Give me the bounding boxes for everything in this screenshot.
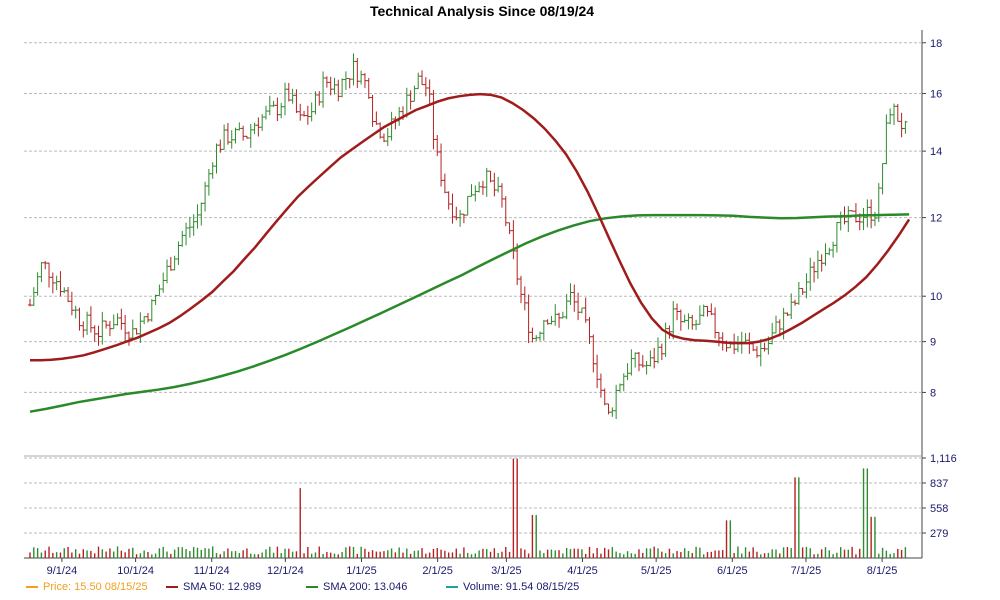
x-tick-label: 1/1/25 [346, 565, 377, 577]
x-tick-label: 10/1/24 [117, 565, 154, 577]
volume-tick-label: 1,116 [930, 453, 957, 465]
price-bars [28, 53, 908, 420]
legend-sma50: SMA 50: 12.989 [166, 581, 261, 593]
legend-sma50-swatch [166, 586, 178, 589]
volume-bars [29, 458, 907, 558]
legend-price-label: Price: 15.50 08/15/25 [43, 581, 148, 593]
legend-sma50-label: SMA 50: 12.989 [183, 581, 262, 593]
x-tick-label: 4/1/25 [567, 565, 598, 577]
x-tick-label: 12/1/24 [267, 565, 304, 577]
legend-sma200-label: SMA 200: 13.046 [323, 581, 408, 593]
x-tick-label: 7/1/25 [791, 565, 822, 577]
price-tick-label: 18 [930, 38, 942, 50]
legend-price-swatch [26, 586, 38, 589]
volume-tick-label: 837 [930, 478, 948, 490]
chart-title: Technical Analysis Since 08/19/24 [370, 3, 594, 19]
legend: Price: 15.50 08/15/25 SMA 50: 12.989 SMA… [0, 579, 1000, 597]
price-tick-label: 9 [930, 337, 936, 349]
legend-volume-label: Volume: 91.54 08/15/25 [463, 581, 580, 593]
price-tick-label: 16 [930, 89, 942, 101]
volume-tick-label: 279 [930, 528, 948, 540]
legend-volume-swatch [446, 586, 458, 589]
legend-sma200-swatch [306, 586, 318, 589]
volume-axis: 279 558 837 1,116 [922, 453, 957, 540]
sma-200-line [29, 213, 910, 413]
x-tick-label: 9/1/24 [47, 565, 78, 577]
x-tick-label: 2/1/25 [422, 565, 453, 577]
price-tick-label: 12 [930, 213, 942, 225]
x-tick-label: 11/1/24 [194, 565, 230, 577]
sma-50-line [30, 92, 911, 362]
volume-tick-label: 558 [930, 503, 948, 515]
legend-price: Price: 15.50 08/15/25 [26, 581, 148, 593]
x-tick-label: 5/1/25 [641, 565, 672, 577]
price-tick-label: 14 [930, 146, 942, 158]
price-tick-label: 8 [930, 387, 936, 399]
gridlines [24, 30, 923, 559]
legend-sma200: SMA 200: 13.046 [306, 581, 407, 593]
x-tick-label: 8/1/25 [867, 565, 898, 577]
price-tick-label: 10 [930, 291, 942, 303]
price-axis: 8 9 10 12 14 16 18 [922, 38, 942, 399]
x-tick-label: 6/1/25 [717, 565, 748, 577]
x-tick-label: 3/1/25 [491, 565, 522, 577]
legend-volume: Volume: 91.54 08/15/25 [446, 581, 579, 593]
x-axis: 9/1/24 10/1/24 11/1/24 12/1/24 1/1/25 2/1/25 3… [47, 558, 898, 577]
